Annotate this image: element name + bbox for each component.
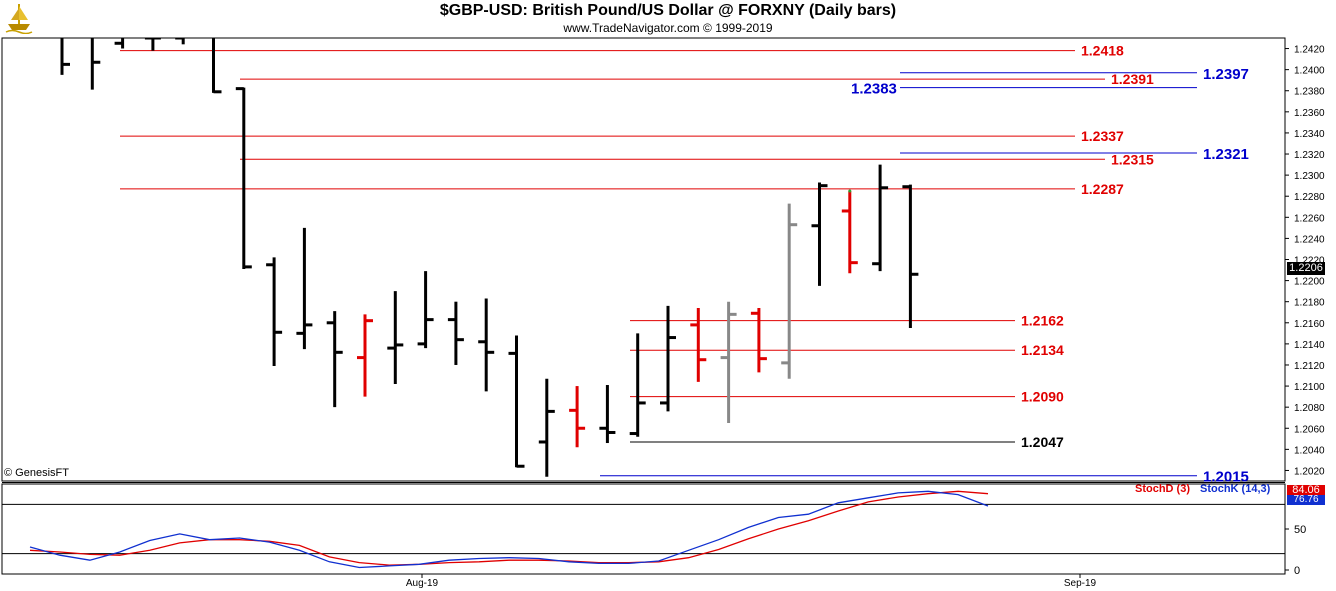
- ohlc-bar: [60, 38, 70, 75]
- x-tick-label: Aug-19: [406, 578, 439, 589]
- price-panel-frame: [1, 37, 1286, 482]
- stoch-y-tick-label: 50: [1294, 524, 1306, 536]
- chart-header: $GBP-USD: British Pound/US Dollar @ FORX…: [0, 0, 1336, 36]
- y-tick-label: 1.2020: [1294, 466, 1325, 477]
- level-label-1.2134: 1.2134: [1021, 342, 1064, 358]
- y-tick-label: 1.2120: [1294, 361, 1325, 372]
- ohlc-bar: [781, 203, 798, 379]
- ohlc-bar: [235, 87, 252, 269]
- stochd-value-badge: 84.06: [1287, 485, 1325, 496]
- ohlc-bar: [296, 227, 313, 350]
- last-price-badge: 1.2206: [1287, 262, 1325, 275]
- level-label-1.2162: 1.2162: [1021, 313, 1064, 329]
- x-tick-label: Sep-19: [1064, 578, 1097, 589]
- level-label-1.2287: 1.2287: [1081, 181, 1124, 197]
- y-tick-label: 1.2280: [1294, 192, 1325, 203]
- ohlc-bar: [841, 190, 858, 274]
- stochk-line: [29, 490, 989, 569]
- y-tick-label: 1.2040: [1294, 445, 1325, 456]
- stoch-y-tick-label: 0: [1294, 565, 1300, 577]
- ohlc-bar: [569, 386, 586, 448]
- ohlc-bar: [357, 314, 373, 397]
- y-tick-label: 1.2260: [1294, 213, 1325, 224]
- level-label-1.2337: 1.2337: [1081, 128, 1124, 144]
- ohlc-bar: [90, 38, 101, 90]
- marker-dot: [848, 189, 852, 193]
- level-label-1.2090: 1.2090: [1021, 389, 1064, 405]
- level-label-1.2321: 1.2321: [1203, 146, 1249, 163]
- y-tick-label: 1.2300: [1294, 171, 1325, 182]
- stochk-legend: StochK (14,3): [1200, 483, 1271, 495]
- ohlc-bar: [212, 38, 222, 94]
- y-tick-label: 1.2400: [1294, 66, 1325, 77]
- ohlc-bar: [811, 182, 828, 286]
- ohlc-bar: [114, 38, 125, 49]
- ohlc-bar: [447, 301, 464, 365]
- ohlc-bar: [266, 257, 283, 367]
- y-tick-label: 1.2200: [1294, 277, 1325, 288]
- ohlc-bar: [144, 38, 161, 51]
- stochd-line: [29, 490, 989, 566]
- level-label-1.2015: 1.2015: [1203, 469, 1249, 486]
- ohlc-bar: [599, 385, 616, 444]
- y-tick-label: 1.2140: [1294, 340, 1325, 351]
- y-tick-label: 1.2160: [1294, 319, 1325, 330]
- level-label-1.2391: 1.2391: [1111, 71, 1154, 87]
- ohlc-bar: [387, 291, 404, 384]
- chart-subtitle: www.TradeNavigator.com © 1999-2019: [563, 21, 773, 35]
- ohlc-bar: [872, 164, 889, 272]
- stoch-panel-frame: [1, 483, 1286, 575]
- y-tick-label: 1.2100: [1294, 382, 1325, 393]
- ohlc-bar: [538, 378, 555, 477]
- ohlc-bar: [690, 308, 707, 382]
- y-tick-label: 1.2080: [1294, 403, 1325, 414]
- ohlc-bar: [508, 335, 525, 468]
- ohlc-bar: [720, 301, 737, 423]
- level-label-1.2047: 1.2047: [1021, 434, 1064, 450]
- y-tick-label: 1.2360: [1294, 108, 1325, 119]
- ohlc-bar: [629, 333, 646, 437]
- ohlc-bar: [750, 308, 767, 373]
- stochk-value-badge: 76.76: [1287, 495, 1325, 505]
- level-label-1.2397: 1.2397: [1203, 66, 1249, 83]
- ohlc-bar: [417, 271, 434, 349]
- y-tick-label: 1.2420: [1294, 45, 1325, 56]
- level-label-1.2418: 1.2418: [1081, 43, 1124, 59]
- ohlc-bar: [478, 298, 495, 392]
- y-tick-label: 1.2320: [1294, 150, 1325, 161]
- y-tick-label: 1.2060: [1294, 424, 1325, 435]
- level-label-1.2383: 1.2383: [851, 81, 897, 98]
- y-tick-label: 1.2180: [1294, 298, 1325, 309]
- stochd-legend: StochD (3): [1135, 483, 1190, 495]
- y-tick-label: 1.2380: [1294, 87, 1325, 98]
- y-tick-label: 1.2340: [1294, 129, 1325, 140]
- ohlc-bar: [326, 311, 343, 408]
- level-label-1.2315: 1.2315: [1111, 151, 1154, 167]
- ohlc-bar: [902, 184, 919, 329]
- y-tick-label: 1.2220: [1294, 256, 1325, 267]
- chart-title: $GBP-USD: British Pound/US Dollar @ FORX…: [439, 2, 897, 19]
- ohlc-bar: [660, 305, 676, 412]
- y-tick-label: 1.2240: [1294, 234, 1325, 245]
- ship-logo-icon: [4, 2, 34, 35]
- watermark: © GenesisFT: [4, 467, 69, 479]
